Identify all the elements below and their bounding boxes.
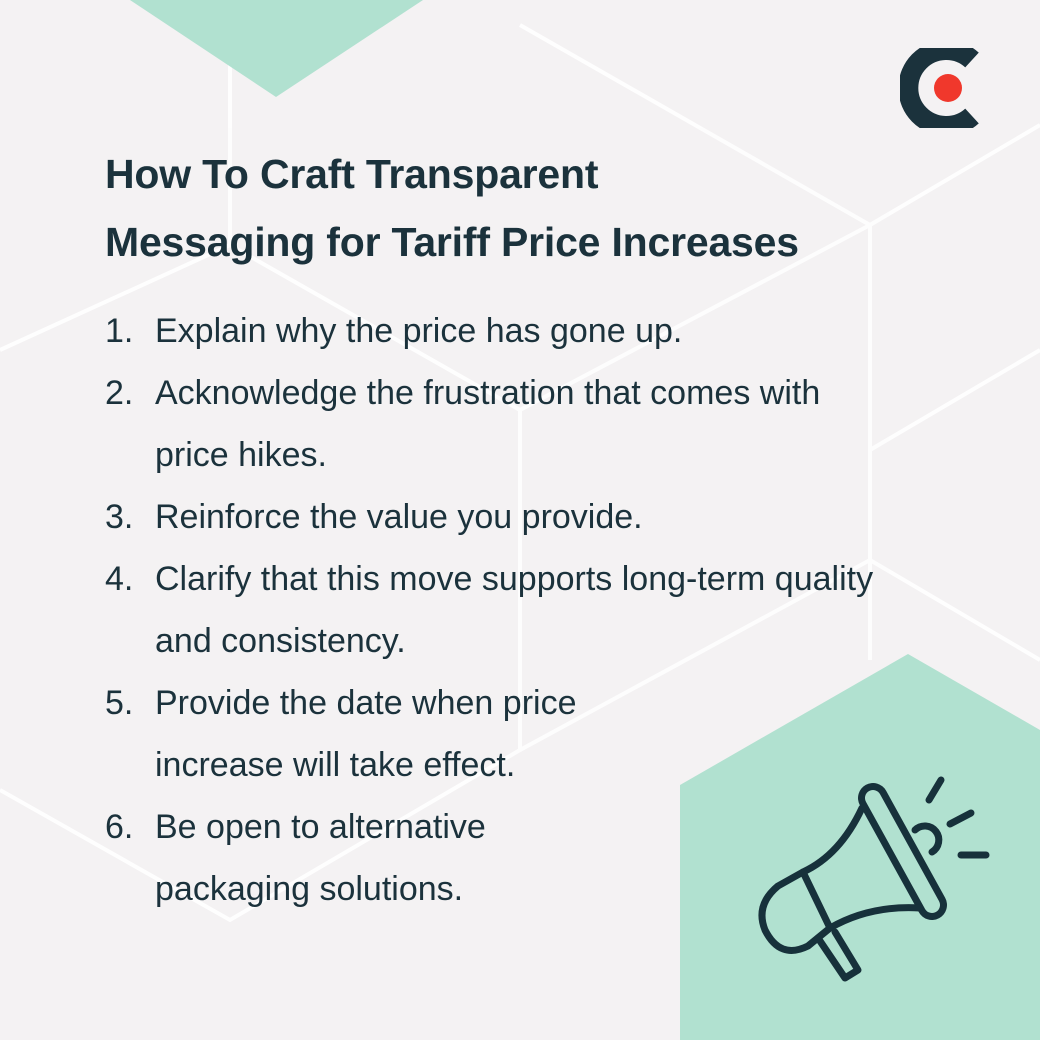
item-number: 3. <box>105 498 134 536</box>
title-line-1: How To Craft Transparent <box>105 151 599 197</box>
item-number: 2. <box>105 374 134 412</box>
item-number: 1. <box>105 312 134 350</box>
title-line-2: Messaging for Tariff Price Increases <box>105 219 799 265</box>
item-text: Reinforce the value you provide. <box>155 498 643 536</box>
list-item: 2. Acknowledge the frustration that comes… <box>105 362 915 486</box>
brand-c-logo <box>900 48 979 128</box>
item-text: Be open to alternative packaging solutio… <box>155 808 486 908</box>
list-item: 5. Provide the date when price increase w… <box>105 672 915 796</box>
list-item: 1. Explain why the price has gone up. <box>105 300 915 362</box>
item-number: 4. <box>105 560 134 598</box>
item-number: 5. <box>105 684 134 722</box>
list-item: 3. Reinforce the value you provide. <box>105 486 915 548</box>
tips-list: 1. Explain why the price has gone up. 2. A… <box>105 300 915 920</box>
page-title: How To Craft Transparent Messaging for T… <box>105 140 799 276</box>
item-text: Provide the date when price increase wil… <box>155 684 577 784</box>
list-item: 4. Clarify that this move supports long-t… <box>105 548 915 672</box>
list-item: 6. Be open to alternative packaging solut… <box>105 796 915 920</box>
top-green-hexagon <box>130 0 423 97</box>
item-number: 6. <box>105 808 134 846</box>
item-text: Clarify that this move supports long-ter… <box>155 560 874 660</box>
item-text: Acknowledge the frustration that comes w… <box>155 374 821 474</box>
item-text: Explain why the price has gone up. <box>155 312 683 350</box>
